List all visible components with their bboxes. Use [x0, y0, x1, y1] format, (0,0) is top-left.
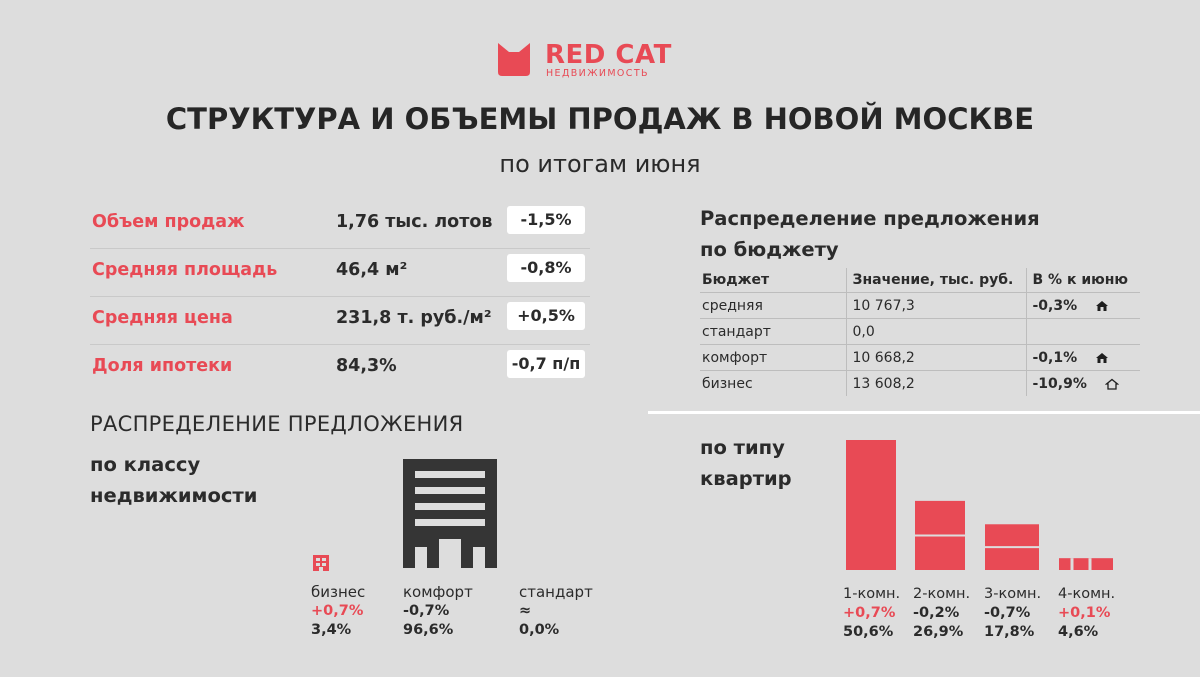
apt-change: +0,1%	[1058, 605, 1111, 621]
budget-change-cell: -0,3%	[1025, 292, 1140, 319]
apt-share-label: 50,6%	[843, 624, 894, 640]
budget-segment: средняя	[700, 292, 846, 319]
apt-label-group-2: 2-комн. -0,2% 26,9%	[913, 585, 970, 642]
section-divider	[648, 411, 1200, 414]
budget-change: -0,3%	[1032, 297, 1078, 314]
class-subtitle-line1: по классу	[90, 453, 201, 476]
apt-label-group-1: 1-комн. +0,7% 50,6%	[843, 585, 900, 642]
class-change: ≈	[519, 603, 532, 619]
kpi-label: Средняя цена	[92, 308, 233, 328]
apt-change: -0,2%	[913, 605, 960, 621]
budget-change-cell	[1025, 318, 1140, 345]
budget-change: -0,1%	[1032, 349, 1078, 366]
class-change: -0,7%	[403, 603, 450, 619]
class-share: 3,4%	[311, 622, 352, 638]
budget-value: 0,0	[845, 318, 1026, 345]
table-row: средняя 10 767,3 -0,3%	[700, 292, 1140, 319]
apartment-title-line2: квартир	[700, 467, 792, 490]
class-item-standard: стандарт ≈ 0,0%	[519, 583, 593, 640]
budget-value: 10 767,3	[845, 292, 1026, 319]
budget-change: -10,9%	[1032, 375, 1087, 392]
class-section-subtitle: по классу недвижимости	[90, 449, 257, 511]
class-change: +0,7%	[311, 603, 364, 619]
brand-tagline: НЕДВИЖИМОСТЬ	[546, 68, 649, 79]
kpi-change-badge: -0,8%	[507, 254, 585, 282]
brand-name: RED CAT	[545, 40, 672, 70]
kpi-row-mortgage-share: Доля ипотеки 84,3% -0,7 п/п	[90, 344, 590, 392]
kpi-row-average-area: Средняя площадь 46,4 м² -0,8%	[90, 248, 590, 297]
kpi-row-average-price: Средняя цена 231,8 т. руб./м² +0,5%	[90, 296, 590, 345]
page-title: СТРУКТУРА И ОБЪЕМЫ ПРОДАЖ В НОВОЙ МОСКВЕ	[165, 102, 1035, 136]
apt-category-label: 2-комн.	[913, 586, 971, 602]
apt-category-label: 3-комн.	[984, 586, 1042, 602]
class-label: бизнес	[311, 583, 366, 601]
class-subtitle-line2: недвижимости	[90, 484, 258, 507]
kpi-change-badge: -0,7 п/п	[507, 350, 585, 378]
class-label: стандарт	[519, 583, 593, 601]
table-row: бизнес 13 608,2 -10,9%	[700, 370, 1140, 396]
kpi-value: 1,76 тыс. лотов	[336, 212, 493, 232]
building-big-icon	[403, 459, 497, 568]
budget-table-header: Бюджет Значение, тыс. руб. В % к июню	[700, 268, 1140, 293]
budget-segment: бизнес	[700, 370, 846, 396]
apartment-bar-chart	[846, 440, 1113, 570]
budget-title-line1: Распределение предложения	[700, 207, 1040, 230]
apt-change: +0,7%	[843, 605, 896, 621]
budget-change-cell: -10,9%	[1025, 370, 1140, 396]
column-header: В % к июню	[1025, 268, 1140, 293]
budget-value: 10 668,2	[845, 344, 1026, 371]
building-small-icon	[313, 555, 329, 571]
apt-category-label: 1-комн.	[843, 586, 901, 602]
budget-table: Бюджет Значение, тыс. руб. В % к июню ср…	[700, 268, 1140, 396]
apartment-section-title: по типу квартир	[700, 432, 792, 494]
budget-value: 13 608,2	[845, 370, 1026, 396]
kpi-value: 46,4 м²	[336, 260, 408, 280]
budget-title-line2: по бюджету	[700, 238, 839, 261]
apt-share-label: 4,6%	[1058, 624, 1099, 640]
house-icon	[1096, 352, 1109, 363]
kpi-change-badge: -1,5%	[507, 206, 585, 234]
apt-label-group-3: 3-комн. -0,7% 17,8%	[984, 585, 1041, 642]
budget-section-title: Распределение предложения по бюджету	[700, 203, 1040, 265]
kpi-value: 231,8 т. руб./м²	[336, 308, 492, 328]
budget-change-cell: -0,1%	[1025, 344, 1140, 371]
class-label: комфорт	[403, 583, 473, 601]
kpi-value: 84,3%	[336, 356, 397, 376]
class-item-business: бизнес +0,7% 3,4%	[311, 583, 365, 640]
page-subtitle: по итогам июня	[499, 150, 701, 178]
table-row: стандарт 0,0	[700, 318, 1140, 345]
house-icon	[1096, 300, 1109, 311]
kpi-label: Средняя площадь	[92, 260, 278, 280]
kpi-change-badge: +0,5%	[507, 302, 585, 330]
apt-change: -0,7%	[984, 605, 1031, 621]
apt-category-label: 4-комн.	[1058, 586, 1116, 602]
kpi-row-sales-volume: Объем продаж 1,76 тыс. лотов -1,5%	[90, 200, 590, 249]
apt-share-label: 17,8%	[984, 624, 1035, 640]
budget-segment: комфорт	[700, 344, 846, 371]
class-share: 0,0%	[519, 622, 560, 638]
budget-segment: стандарт	[700, 318, 846, 345]
class-section-heading: РАСПРЕДЕЛЕНИЕ ПРЕДЛОЖЕНИЯ	[90, 412, 464, 436]
kpi-label: Доля ипотеки	[92, 356, 233, 376]
class-share: 96,6%	[403, 622, 454, 638]
bar-4-комн.	[1059, 558, 1113, 570]
table-row: комфорт 10 668,2 -0,1%	[700, 344, 1140, 371]
column-header: Бюджет	[702, 272, 770, 288]
kpi-label: Объем продаж	[92, 212, 245, 232]
class-item-comfort: комфорт -0,7% 96,6%	[403, 583, 473, 640]
bar-rect	[846, 440, 896, 570]
apt-share-label: 26,9%	[913, 624, 964, 640]
bar-rect	[1059, 558, 1113, 570]
apt-label-group-4: 4-комн. +0,1% 4,6%	[1058, 585, 1115, 642]
bar-1-комн.	[846, 440, 896, 570]
column-header: Значение, тыс. руб.	[845, 268, 1026, 293]
red-cat-logo-icon	[498, 43, 530, 76]
house-outline-icon	[1104, 378, 1119, 390]
apartment-title-line1: по типу	[700, 436, 785, 459]
